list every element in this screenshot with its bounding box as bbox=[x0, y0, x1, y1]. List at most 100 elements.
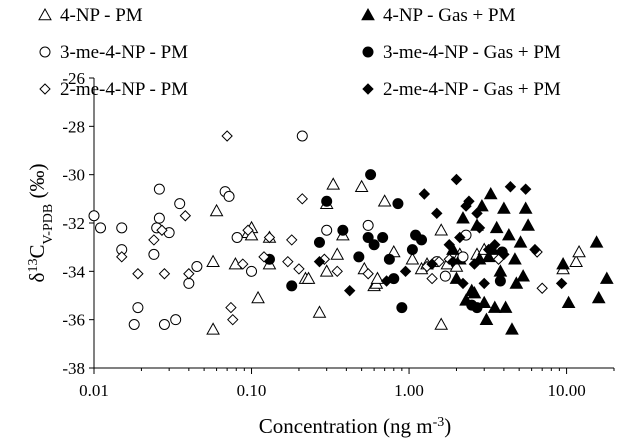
data-point bbox=[483, 186, 498, 200]
data-point bbox=[454, 231, 466, 244]
legend: 4-NP - PM 4-NP - Gas + PM 3-me-4-NP - PM 3-… bbox=[38, 5, 561, 100]
data-point bbox=[251, 290, 265, 304]
data-point bbox=[88, 210, 100, 222]
y-tick-label: -34 bbox=[62, 262, 85, 281]
data-point bbox=[365, 169, 377, 181]
data-point bbox=[504, 181, 517, 193]
data-point bbox=[513, 235, 528, 248]
data-point bbox=[158, 268, 171, 280]
data-point bbox=[362, 232, 374, 243]
data-point bbox=[337, 224, 349, 236]
x-tick-label: 0.10 bbox=[237, 381, 267, 400]
series-2-me-4-np-pm bbox=[116, 130, 548, 326]
data-point bbox=[399, 265, 412, 278]
data-point bbox=[223, 190, 235, 202]
legend-label: 3-me-4-NP - PM bbox=[60, 42, 188, 63]
data-point bbox=[221, 130, 233, 142]
data-point bbox=[225, 301, 237, 314]
data-point bbox=[416, 234, 428, 246]
data-point bbox=[258, 251, 270, 263]
data-point bbox=[321, 224, 333, 236]
data-point bbox=[471, 302, 483, 314]
data-point bbox=[561, 295, 576, 309]
data-point bbox=[321, 195, 333, 207]
data-point bbox=[377, 194, 392, 207]
y-tick-label: -36 bbox=[62, 311, 85, 330]
data-point bbox=[450, 173, 463, 186]
data-point bbox=[380, 275, 393, 287]
data-point bbox=[286, 280, 298, 292]
data-point bbox=[589, 235, 604, 248]
data-point bbox=[313, 255, 326, 268]
y-tick-label: -32 bbox=[62, 214, 85, 233]
data-point bbox=[405, 252, 420, 265]
data-point bbox=[555, 277, 568, 290]
data-point bbox=[183, 277, 195, 289]
data-point bbox=[475, 199, 489, 212]
data-point bbox=[301, 271, 316, 284]
data-point bbox=[209, 203, 224, 217]
data-point bbox=[418, 188, 431, 200]
data-point bbox=[529, 243, 541, 256]
legend-item: 2-me-4-NP - Gas + PM bbox=[362, 79, 561, 100]
data-point bbox=[591, 290, 606, 304]
legend-label: 4-NP - PM bbox=[60, 5, 143, 26]
data-point bbox=[183, 268, 195, 280]
data-point bbox=[368, 239, 380, 251]
legend-item: 4-NP - PM bbox=[38, 5, 143, 26]
data-point bbox=[463, 195, 475, 207]
data-point bbox=[516, 269, 530, 282]
data-point bbox=[481, 249, 496, 263]
data-point bbox=[362, 268, 374, 280]
data-point bbox=[293, 263, 305, 275]
legend-label: 3-me-4-NP - Gas + PM bbox=[383, 42, 561, 63]
data-point bbox=[362, 219, 374, 231]
data-point bbox=[467, 286, 482, 299]
data-point bbox=[479, 312, 494, 325]
data-point bbox=[170, 314, 182, 326]
data-point bbox=[354, 179, 369, 193]
data-point bbox=[242, 224, 254, 236]
data-point bbox=[431, 207, 443, 220]
data-point bbox=[231, 232, 243, 243]
data-point bbox=[447, 255, 459, 268]
data-point bbox=[343, 284, 356, 297]
data-point bbox=[370, 271, 385, 284]
data-point bbox=[434, 317, 449, 330]
data-point bbox=[116, 251, 128, 263]
data-point bbox=[572, 244, 586, 258]
data-point bbox=[132, 268, 144, 280]
data-point bbox=[569, 254, 583, 267]
legend-item: 4-NP - Gas + PM bbox=[361, 5, 516, 26]
data-point bbox=[282, 255, 294, 268]
data-point bbox=[456, 211, 470, 224]
legend-marker bbox=[39, 46, 51, 58]
y-tick-label: -28 bbox=[62, 117, 85, 136]
data-point bbox=[426, 258, 438, 270]
y-axis-title: δ13CV-PDB (‰) bbox=[25, 164, 56, 283]
legend-marker bbox=[362, 46, 374, 58]
data-points bbox=[88, 130, 614, 335]
data-point bbox=[497, 201, 511, 214]
data-point bbox=[473, 222, 486, 234]
data-point bbox=[434, 223, 449, 236]
data-point bbox=[521, 218, 535, 231]
series-3-me-4-np-pm bbox=[88, 130, 472, 330]
data-point bbox=[519, 183, 532, 195]
x-tick-label: 0.01 bbox=[79, 381, 109, 400]
data-point bbox=[599, 271, 614, 284]
data-point bbox=[406, 244, 418, 256]
data-point bbox=[536, 282, 548, 294]
legend-marker bbox=[39, 83, 51, 95]
data-point bbox=[296, 193, 308, 205]
data-point bbox=[494, 275, 506, 287]
x-ticks: 0.01 0.10 1.00 10.00 bbox=[79, 368, 615, 400]
legend-label: 2-me-4-NP - Gas + PM bbox=[383, 79, 561, 100]
data-point bbox=[331, 265, 343, 278]
data-point bbox=[153, 212, 165, 224]
data-point bbox=[518, 201, 533, 214]
data-point bbox=[153, 183, 165, 195]
data-point bbox=[148, 234, 160, 246]
legend-marker bbox=[361, 7, 375, 21]
